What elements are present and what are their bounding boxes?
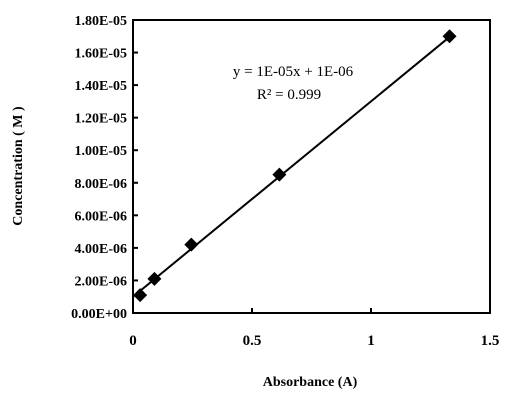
data-point-marker (133, 288, 148, 303)
x-tick-label: 1.5 (481, 333, 500, 349)
data-point-marker (184, 237, 199, 252)
y-tick-label: 1.20E-05 (75, 112, 128, 127)
y-axis-label: Concentration ( M ) (11, 106, 26, 226)
y-tick-label: 2.00E-06 (75, 274, 128, 289)
data-point-marker (147, 271, 162, 286)
y-tick-label: 1.40E-05 (75, 79, 128, 94)
x-axis-ticks: 0 0.5 1 1.5 (129, 308, 499, 349)
trendline (132, 36, 451, 298)
y-tick-label: 6.00E-06 (75, 209, 128, 224)
plot-area-frame (132, 19, 491, 314)
data-point-marker (272, 167, 287, 182)
trendline-equation: y = 1E-05x + 1E-06 (233, 64, 354, 80)
r-squared-label: R² = 0.999 (257, 87, 321, 103)
y-tick-label: 1.00E-05 (75, 144, 128, 159)
x-tick-label: 1 (367, 333, 375, 349)
x-axis-label: Absorbance (A) (263, 375, 358, 390)
y-tick-label: 4.00E-06 (75, 242, 128, 257)
y-axis-ticks: 0.00E+00 2.00E-06 4.00E-06 6.00E-06 8.00E-06… (71, 14, 138, 322)
y-tick-label: 1.60E-05 (75, 47, 128, 62)
x-tick-label: 0.5 (243, 333, 262, 349)
y-tick-label: 0.00E+00 (71, 307, 127, 322)
x-tick-label: 0 (129, 333, 137, 349)
data-point-marker (442, 29, 457, 44)
y-tick-label: 1.80E-05 (75, 14, 128, 29)
data-points (133, 29, 457, 303)
y-tick-label: 8.00E-06 (75, 177, 128, 192)
